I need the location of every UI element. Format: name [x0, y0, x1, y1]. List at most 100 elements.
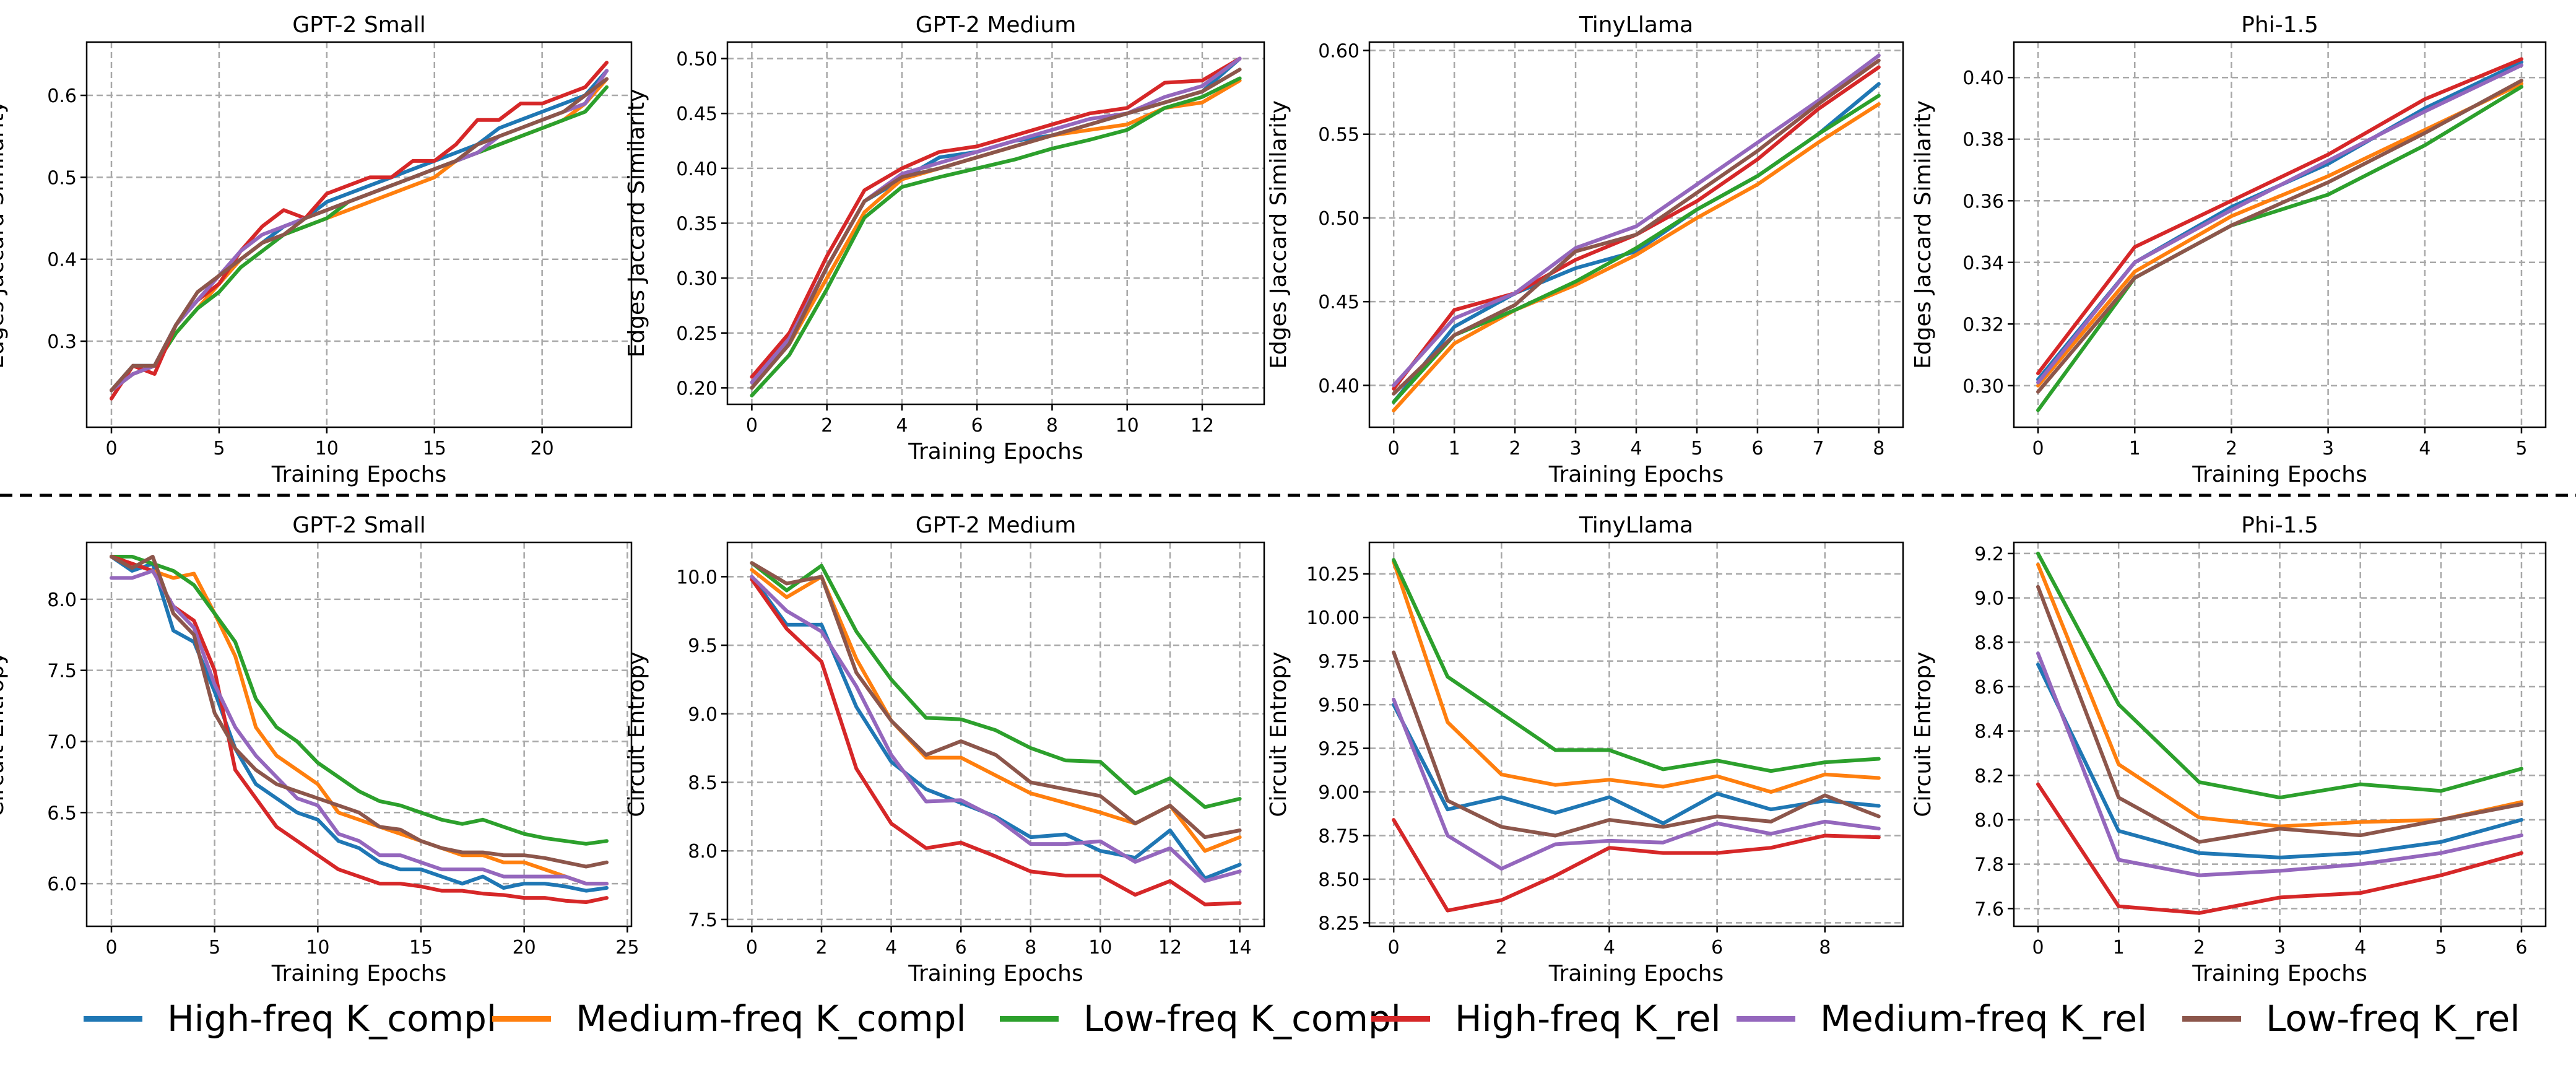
series-line-low-freq-k-compl: [2036, 551, 2523, 800]
plot-frame: [1368, 541, 1904, 928]
chart-panel-8: 0 1 2 3 4 5 6 7.6 7.8 8.0 8.2 8.4 8.6 8.8 9.0 9.2 Phi-1.…: [1910, 513, 2547, 986]
y-tick-label: 9.75: [1318, 651, 1360, 673]
series-line-medium-freq-k-rel: [1392, 697, 1881, 871]
legend-label: High-freq K_compl: [167, 998, 497, 1040]
x-tick-label: 5: [2435, 937, 2447, 958]
chart-panel-1: 0 5 10 15 20 0.3 0.4 0.5 0.6 GPT-2 Small Training …: [0, 12, 633, 487]
y-tick-label: 0.40: [1318, 375, 1360, 397]
x-tick-label: 6: [1711, 937, 1723, 958]
legend-item-medium-freq-k-compl: Medium-freq K_compl: [492, 985, 966, 1053]
x-tick-label: 4: [896, 415, 908, 437]
chart-title: GPT-2 Medium: [916, 513, 1077, 538]
series-line-medium-freq-k-compl: [110, 555, 609, 886]
x-tick-label: 4: [2419, 438, 2431, 459]
chart-title: GPT-2 Small: [292, 513, 426, 538]
y-axis-label: Circuit Entropy: [624, 651, 649, 817]
y-tick-label: 8.0: [47, 589, 77, 611]
series-line-high-freq-k-rel: [110, 61, 609, 401]
series-line-medium-freq-k-rel: [1392, 53, 1881, 388]
y-tick-label: 0.38: [1962, 129, 2004, 151]
series-line-high-freq-k-rel: [110, 555, 609, 904]
y-tick-label: 0.25: [676, 323, 718, 345]
y-tick-label: 0.5: [47, 167, 77, 189]
series-line-low-freq-k-compl: [110, 85, 609, 393]
x-tick-label: 2: [2193, 937, 2205, 958]
series-line-high-freq-k-compl: [110, 69, 609, 393]
x-axis-label: Training Epochs: [271, 462, 446, 487]
x-tick-label: 3: [2274, 937, 2286, 958]
legend-item-high-freq-k-compl: High-freq K_compl: [84, 985, 497, 1053]
series-line-high-freq-k-rel: [2036, 782, 2523, 915]
x-tick-label: 0: [2032, 438, 2044, 459]
series-line-medium-freq-k-compl: [1392, 560, 1881, 794]
y-tick-label: 0.35: [676, 214, 718, 235]
y-tick-label: 8.2: [1974, 765, 2004, 787]
legend-item-low-freq-k-compl: Low-freq K_compl: [1000, 985, 1401, 1053]
y-tick-label: 0.30: [1962, 376, 2004, 398]
x-axis-label: Training Epochs: [908, 961, 1083, 986]
chart-panel-4: 0 1 2 3 4 5 0.30 0.32 0.34 0.36 0.38 0.40 Phi-1.5 Tra…: [1910, 12, 2547, 487]
y-tick-label: 8.8: [1974, 632, 2004, 654]
y-axis-label: Edges Jaccard Similarity: [1910, 100, 1936, 369]
y-tick-label: 0.30: [676, 268, 718, 290]
x-tick-label: 2: [815, 937, 827, 958]
x-tick-label: 4: [1603, 937, 1615, 958]
chart-title: Phi-1.5: [2241, 12, 2318, 38]
y-tick-label: 9.00: [1318, 782, 1360, 804]
chart-panel-3: 0 1 2 3 4 5 6 7 8 0.40 0.45 0.50 0.55 0.60 TinyLlama Tr…: [1266, 12, 1904, 487]
series-line-low-freq-k-rel: [110, 555, 609, 869]
plot-frame: [2013, 41, 2547, 428]
y-tick-label: 7.6: [1974, 898, 2004, 920]
series-line-low-freq-k-rel: [750, 67, 1242, 390]
plot-frame: [85, 41, 633, 428]
y-tick-label: 0.45: [1318, 292, 1360, 313]
y-tick-label: 8.0: [1974, 810, 2004, 832]
x-tick-label: 5: [209, 937, 220, 958]
y-tick-label: 10.0: [676, 567, 718, 588]
x-tick-label: 2: [2226, 438, 2237, 459]
legend-label: High-freq K_rel: [1455, 998, 1721, 1040]
x-tick-label: 20: [531, 438, 554, 459]
x-tick-label: 8: [1873, 438, 1884, 459]
legend-label: Medium-freq K_compl: [576, 998, 966, 1040]
series-line-high-freq-k-compl: [2036, 663, 2523, 859]
y-axis-label: Circuit Entropy: [1910, 651, 1936, 817]
y-tick-label: 9.0: [688, 704, 718, 726]
y-tick-label: 9.50: [1318, 695, 1360, 716]
legend-label: Low-freq K_rel: [2266, 998, 2520, 1040]
x-tick-label: 4: [2354, 937, 2366, 958]
x-tick-label: 4: [1630, 438, 1642, 459]
y-tick-label: 8.25: [1318, 913, 1360, 934]
y-axis-label: Edges Jaccard Similarity: [1266, 100, 1291, 369]
x-tick-label: 0: [1388, 937, 1400, 958]
x-tick-label: 8: [1819, 937, 1831, 958]
x-tick-label: 14: [1228, 937, 1251, 958]
x-tick-label: 8: [1046, 415, 1058, 437]
x-tick-label: 5: [213, 438, 225, 459]
series-line-high-freq-k-rel: [1392, 818, 1881, 913]
chart-title: GPT-2 Small: [292, 12, 426, 38]
x-tick-label: 2: [1509, 438, 1521, 459]
x-axis-label: Training Epochs: [908, 439, 1083, 464]
x-tick-label: 10: [1116, 415, 1139, 437]
legend-item-medium-freq-k-rel: Medium-freq K_rel: [1737, 985, 2147, 1053]
x-tick-label: 10: [315, 438, 339, 459]
series-line-low-freq-k-rel: [110, 77, 609, 393]
series-line-low-freq-k-compl: [1392, 558, 1881, 773]
y-tick-label: 0.50: [676, 49, 718, 71]
x-tick-label: 8: [1025, 937, 1036, 958]
x-axis-label: Training Epochs: [1548, 462, 1724, 487]
x-tick-label: 1: [2129, 438, 2141, 459]
x-tick-label: 1: [1449, 438, 1460, 459]
y-tick-label: 7.5: [47, 661, 77, 682]
chart-panel-7: 0 2 4 6 8 8.25 8.50 8.75 9.00 9.25 9.50 9.75 10.00 10…: [1266, 513, 1904, 986]
series-line-high-freq-k-rel: [2036, 57, 2523, 375]
x-tick-label: 3: [1569, 438, 1581, 459]
x-tick-label: 15: [423, 438, 446, 459]
x-axis-label: Training Epochs: [2192, 462, 2367, 487]
series-line-low-freq-k-rel: [2036, 79, 2523, 394]
x-tick-label: 12: [1158, 937, 1182, 958]
y-tick-label: 0.40: [1962, 67, 2004, 89]
x-tick-label: 12: [1190, 415, 1214, 437]
series-line-medium-freq-k-rel: [110, 69, 609, 393]
